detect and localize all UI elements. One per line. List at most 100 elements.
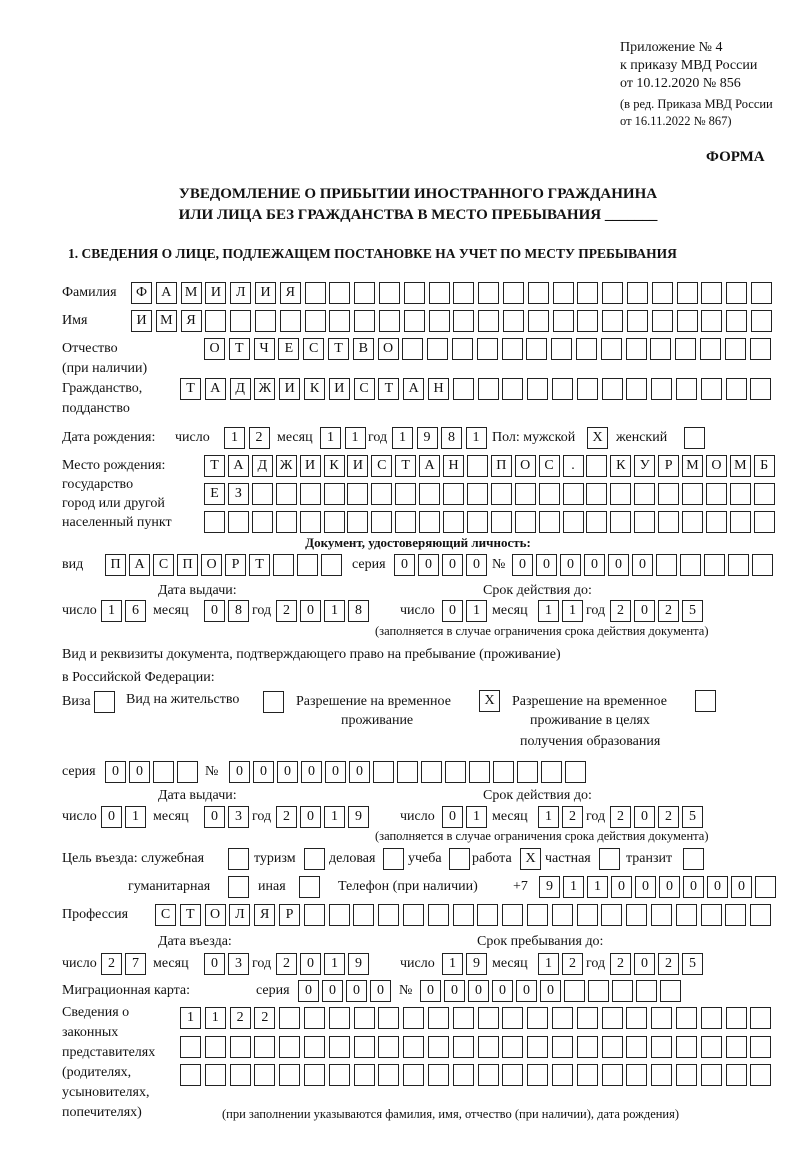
char-box[interactable] bbox=[562, 511, 584, 533]
char-box[interactable]: 0 bbox=[204, 953, 225, 975]
char-box[interactable] bbox=[704, 554, 725, 576]
char-box[interactable] bbox=[514, 483, 536, 505]
char-box[interactable]: И bbox=[205, 282, 227, 304]
char-box[interactable] bbox=[552, 1036, 573, 1058]
checkbox[interactable]: X bbox=[479, 690, 500, 712]
char-box[interactable]: Т bbox=[204, 455, 225, 477]
char-box[interactable]: 0 bbox=[492, 980, 513, 1002]
char-box[interactable] bbox=[321, 554, 342, 576]
char-box[interactable]: Б bbox=[753, 455, 775, 477]
char-box[interactable]: 0 bbox=[560, 554, 581, 576]
char-box[interactable] bbox=[428, 282, 450, 304]
char-box[interactable] bbox=[627, 282, 648, 304]
char-box[interactable]: Н bbox=[443, 455, 464, 477]
char-box[interactable]: 0 bbox=[298, 980, 319, 1002]
checkbox[interactable] bbox=[228, 876, 249, 898]
char-box[interactable] bbox=[397, 761, 418, 783]
char-box[interactable]: 2 bbox=[276, 953, 297, 975]
char-box[interactable]: 2 bbox=[658, 806, 679, 828]
char-box[interactable] bbox=[626, 378, 648, 400]
char-box[interactable]: 0 bbox=[370, 980, 391, 1002]
char-box[interactable]: 3 bbox=[228, 953, 249, 975]
char-box[interactable] bbox=[251, 511, 273, 533]
char-box[interactable] bbox=[395, 483, 417, 505]
char-box[interactable]: 1 bbox=[344, 427, 366, 449]
char-box[interactable]: И bbox=[328, 378, 350, 400]
char-box[interactable] bbox=[651, 310, 673, 332]
char-box[interactable] bbox=[419, 483, 441, 505]
checkbox[interactable] bbox=[695, 690, 716, 712]
char-box[interactable] bbox=[477, 1007, 499, 1029]
char-box[interactable] bbox=[728, 554, 749, 576]
char-box[interactable]: 3 bbox=[228, 806, 249, 828]
char-box[interactable] bbox=[503, 310, 524, 332]
char-box[interactable] bbox=[279, 1007, 301, 1029]
char-box[interactable] bbox=[700, 1064, 722, 1086]
char-box[interactable]: А bbox=[419, 455, 441, 477]
char-box[interactable] bbox=[251, 483, 273, 505]
char-box[interactable] bbox=[551, 904, 573, 926]
checkbox[interactable] bbox=[684, 427, 705, 449]
char-box[interactable]: С bbox=[538, 455, 560, 477]
char-box[interactable] bbox=[378, 1036, 400, 1058]
char-box[interactable] bbox=[700, 1007, 722, 1029]
char-box[interactable]: П bbox=[490, 455, 512, 477]
char-box[interactable]: 0 bbox=[442, 600, 463, 622]
char-box[interactable] bbox=[452, 904, 474, 926]
char-box[interactable]: 5 bbox=[682, 953, 703, 975]
char-box[interactable] bbox=[353, 1064, 375, 1086]
checkbox[interactable] bbox=[449, 848, 470, 870]
char-box[interactable] bbox=[502, 1064, 524, 1086]
char-box[interactable]: 8 bbox=[228, 600, 249, 622]
char-box[interactable]: 9 bbox=[348, 806, 369, 828]
checkbox[interactable] bbox=[263, 691, 284, 713]
char-box[interactable]: 1 bbox=[324, 600, 345, 622]
char-box[interactable]: Д bbox=[229, 378, 251, 400]
char-box[interactable] bbox=[445, 761, 466, 783]
char-box[interactable] bbox=[725, 1064, 747, 1086]
char-box[interactable] bbox=[675, 338, 697, 360]
char-box[interactable] bbox=[153, 761, 174, 783]
char-box[interactable]: 0 bbox=[204, 806, 225, 828]
char-box[interactable] bbox=[700, 904, 722, 926]
char-box[interactable]: С bbox=[155, 904, 176, 926]
char-box[interactable] bbox=[724, 338, 746, 360]
char-box[interactable] bbox=[701, 310, 723, 332]
char-box[interactable] bbox=[180, 1064, 201, 1086]
char-box[interactable] bbox=[452, 378, 474, 400]
char-box[interactable] bbox=[552, 1064, 573, 1086]
char-box[interactable]: 0 bbox=[322, 980, 343, 1002]
char-box[interactable] bbox=[279, 310, 301, 332]
char-box[interactable] bbox=[427, 904, 449, 926]
char-box[interactable]: Я bbox=[254, 904, 276, 926]
char-box[interactable] bbox=[750, 1036, 772, 1058]
char-box[interactable] bbox=[538, 483, 560, 505]
char-box[interactable] bbox=[501, 338, 523, 360]
char-box[interactable] bbox=[419, 511, 441, 533]
char-box[interactable]: 2 bbox=[658, 953, 679, 975]
char-box[interactable] bbox=[729, 511, 751, 533]
char-box[interactable] bbox=[601, 1007, 623, 1029]
char-box[interactable]: М bbox=[729, 455, 751, 477]
char-box[interactable]: Я bbox=[180, 310, 202, 332]
char-box[interactable] bbox=[634, 483, 656, 505]
char-box[interactable]: Р bbox=[658, 455, 680, 477]
char-box[interactable]: 0 bbox=[683, 876, 704, 898]
checkbox[interactable] bbox=[599, 848, 620, 870]
char-box[interactable] bbox=[610, 483, 632, 505]
char-box[interactable] bbox=[304, 1036, 325, 1058]
char-box[interactable] bbox=[254, 1036, 276, 1058]
char-box[interactable]: И bbox=[131, 310, 152, 332]
char-box[interactable] bbox=[403, 1036, 425, 1058]
char-box[interactable] bbox=[354, 282, 376, 304]
char-box[interactable] bbox=[660, 980, 681, 1002]
char-box[interactable]: 0 bbox=[300, 953, 321, 975]
char-box[interactable] bbox=[428, 1064, 449, 1086]
char-box[interactable] bbox=[466, 455, 488, 477]
char-box[interactable] bbox=[753, 511, 775, 533]
char-box[interactable] bbox=[753, 483, 775, 505]
char-box[interactable] bbox=[373, 761, 394, 783]
char-box[interactable]: 2 bbox=[101, 953, 122, 975]
char-box[interactable]: 2 bbox=[562, 806, 583, 828]
char-box[interactable] bbox=[371, 483, 393, 505]
